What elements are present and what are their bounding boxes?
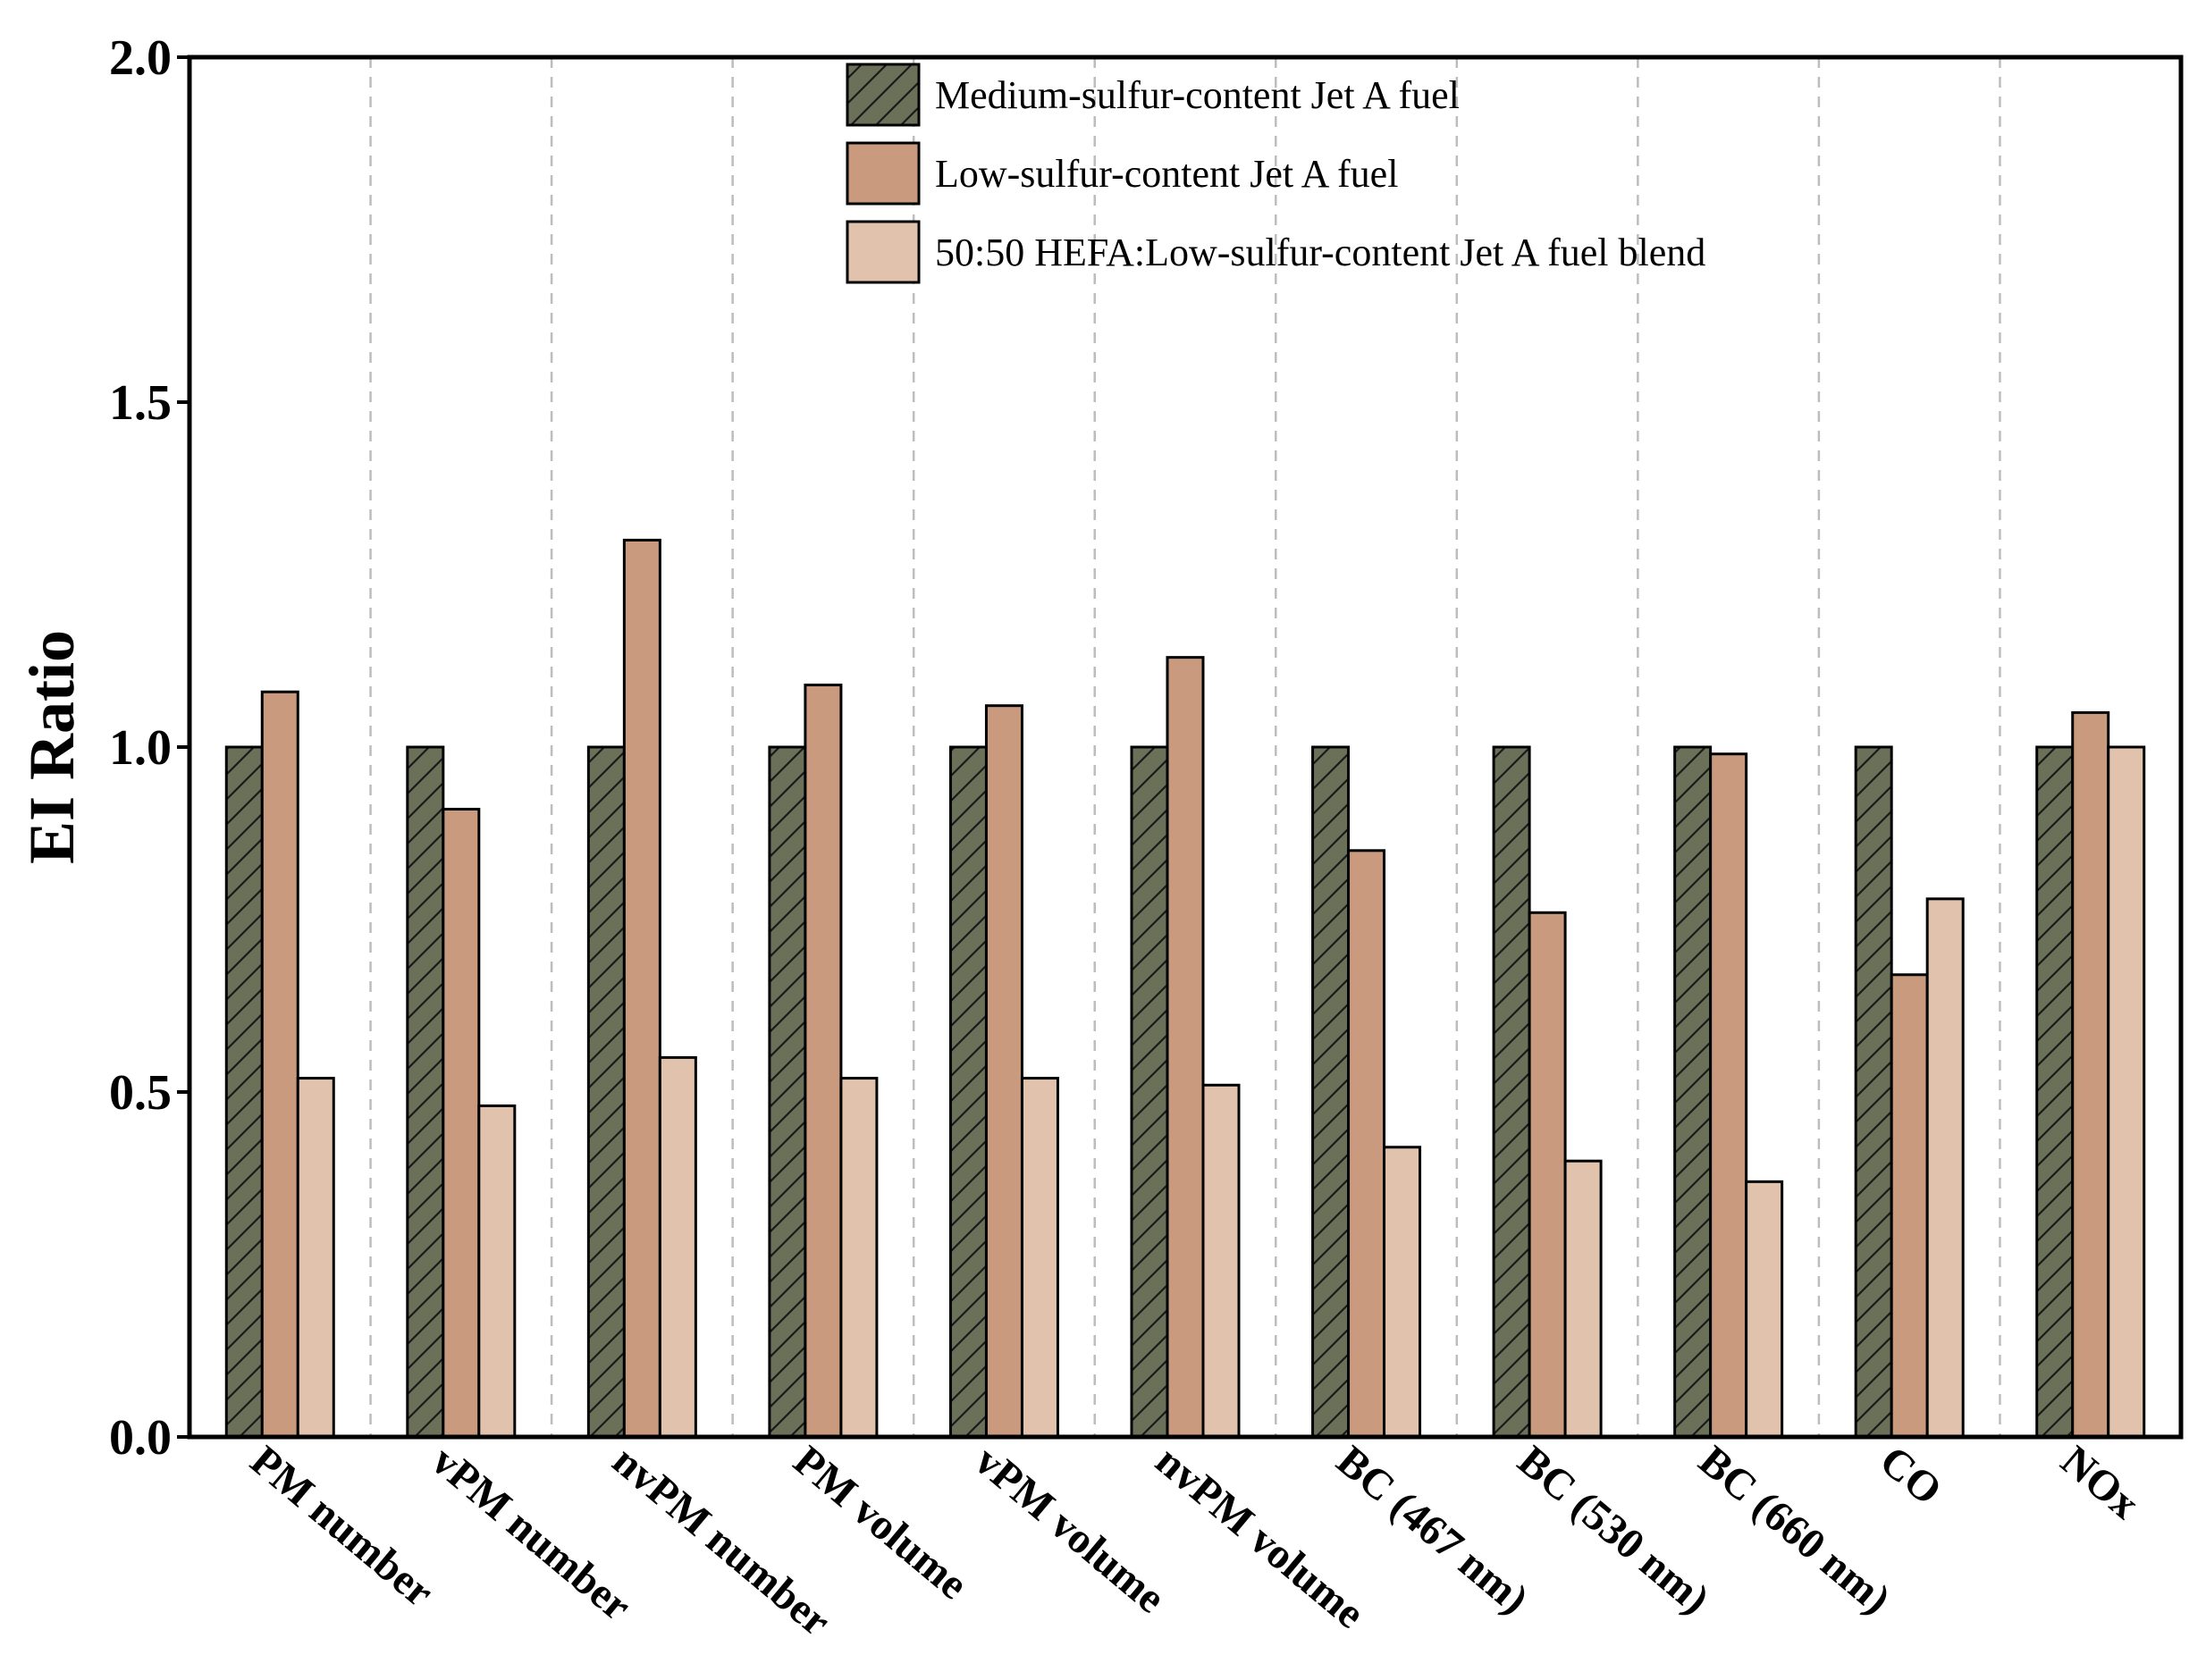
bar-3-6: [1201, 1083, 1241, 1439]
x-tick-label: BC (660 nm): [1690, 1437, 1899, 1624]
legend-swatch: [846, 63, 921, 127]
x-tick-label: vPM number: [423, 1437, 640, 1630]
bar-2-2: [442, 807, 481, 1439]
legend: Medium-sulfur-content Jet A fuel Low-sulf…: [846, 63, 1705, 284]
y-tick-label: 0.0: [109, 1410, 172, 1466]
x-tick-label: CO: [1871, 1437, 1950, 1515]
bar-2-6: [1166, 656, 1205, 1439]
y-tick-label: 0.5: [109, 1065, 172, 1121]
bars-group: [224, 538, 2146, 1439]
y-axis: 0.0 0.5 1.0 1.5 2.0: [109, 30, 189, 1466]
bar-3-11: [2107, 745, 2146, 1439]
bar-2-4: [804, 684, 843, 1439]
bar-1-4: [768, 745, 807, 1439]
bar-2-8: [1528, 911, 1567, 1439]
x-tick-label: NOx: [2052, 1437, 2149, 1528]
legend-label: 50:50 HEFA:Low-sulfur-content Jet A fuel…: [935, 231, 1705, 274]
bar-1-11: [2035, 745, 2075, 1439]
legend-swatch: [846, 141, 921, 206]
bar-1-7: [1311, 745, 1351, 1439]
bar-1-3: [586, 745, 626, 1439]
bar-2-9: [1709, 752, 1748, 1439]
legend-swatch: [846, 220, 921, 284]
bar-2-5: [984, 704, 1023, 1439]
x-tick-label: BC (530 nm): [1509, 1437, 1718, 1624]
y-tick-label: 2.0: [109, 30, 172, 86]
bar-2-11: [2071, 710, 2110, 1439]
bar-1-2: [406, 745, 445, 1439]
bar-3-9: [1745, 1180, 1784, 1439]
bar-3-1: [296, 1077, 335, 1439]
legend-label: Medium-sulfur-content Jet A fuel: [935, 73, 1460, 117]
y-tick-label: 1.0: [109, 720, 172, 776]
bar-2-7: [1347, 849, 1386, 1439]
x-tick-label: PM volume: [785, 1437, 977, 1609]
bar-3-3: [658, 1055, 697, 1439]
bar-2-10: [1890, 973, 1929, 1439]
bar-3-2: [477, 1104, 517, 1439]
legend-label: Low-sulfur-content Jet A fuel: [935, 152, 1398, 196]
bar-3-4: [839, 1077, 879, 1439]
bar-1-10: [1854, 745, 1893, 1439]
bar-1-8: [1492, 745, 1531, 1439]
category-separators: [369, 57, 2001, 1437]
bar-1-5: [948, 745, 988, 1439]
bar-1-6: [1130, 745, 1169, 1439]
bar-3-5: [1020, 1077, 1059, 1439]
bar-3-8: [1563, 1159, 1603, 1439]
bar-2-1: [260, 690, 299, 1439]
y-tick-label: 1.5: [109, 375, 172, 431]
bar-1-1: [224, 745, 264, 1439]
bar-2-3: [622, 538, 661, 1439]
bar-3-7: [1383, 1146, 1422, 1439]
x-tick-label: PM number: [241, 1437, 442, 1617]
bar-3-10: [1925, 897, 1965, 1439]
x-tick-label: vPM volume: [965, 1437, 1174, 1623]
bar-1-9: [1673, 745, 1713, 1439]
y-axis-label: EI Ratio: [16, 630, 88, 864]
